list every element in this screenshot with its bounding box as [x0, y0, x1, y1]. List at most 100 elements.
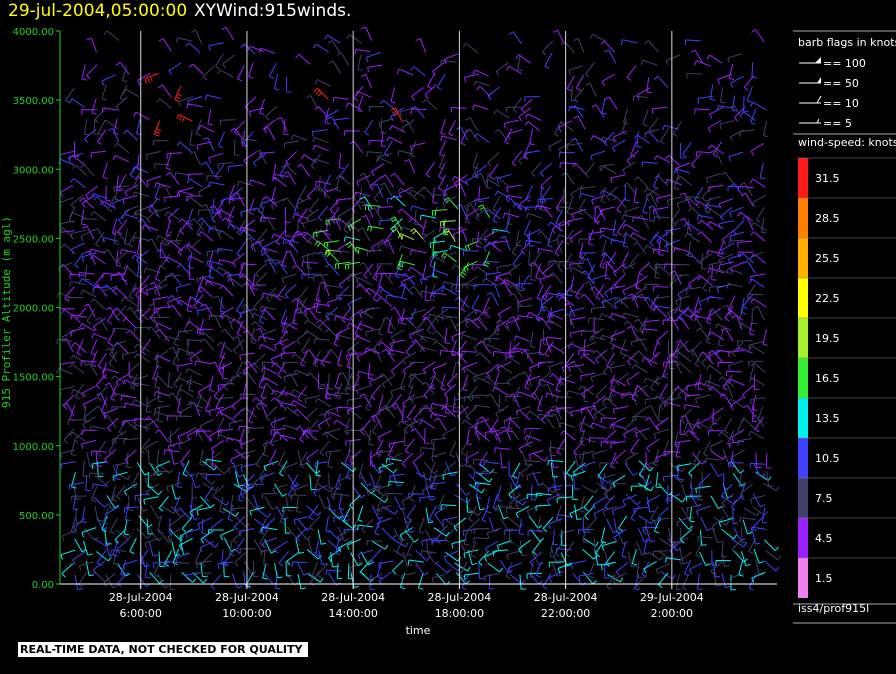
- wind-barb: [113, 185, 130, 192]
- wind-barb: [665, 54, 681, 66]
- wind-barb: [90, 193, 108, 199]
- wind-barb: [709, 106, 724, 119]
- wind-barb: [400, 308, 406, 325]
- wind-barb: [305, 94, 319, 109]
- wind-barb: [503, 119, 519, 129]
- wind-barb: [239, 226, 256, 232]
- wind-barb: [492, 549, 509, 557]
- wind-barb: [463, 549, 479, 559]
- wind-barb: [232, 192, 245, 207]
- wind-barb: [107, 329, 116, 346]
- wind-barb: [96, 515, 108, 530]
- wind-barb: [334, 392, 351, 398]
- wind-barb: [615, 372, 629, 387]
- y-tick-label: 2500.00: [13, 234, 54, 245]
- wind-barb: [243, 560, 257, 575]
- wind-barb: [556, 396, 572, 403]
- wind-barb: [601, 73, 616, 87]
- wind-barb: [166, 152, 182, 159]
- wind-barb: [319, 440, 330, 457]
- wind-barb: [526, 228, 542, 240]
- wind-barb: [656, 231, 670, 246]
- wind-barb: [205, 94, 222, 101]
- wind-barb: [592, 496, 607, 510]
- wind-barb: [281, 321, 298, 330]
- wind-barb: [123, 228, 130, 246]
- wind-barb: [360, 419, 371, 436]
- wind-barb: [227, 164, 244, 172]
- wind-barb: [133, 172, 140, 190]
- wind-barb: [137, 261, 143, 278]
- wind-barb: [236, 180, 254, 187]
- wind-barb: [731, 429, 745, 442]
- wind-barb: [81, 429, 98, 436]
- wind-barb: [721, 229, 735, 244]
- wind-barb: [646, 438, 659, 453]
- wind-barb: [729, 572, 744, 584]
- wind-barb: [345, 102, 362, 111]
- wind-barb: [591, 104, 605, 118]
- wind-barb: [474, 197, 490, 206]
- wind-barb: [673, 247, 690, 253]
- wind-barb: [390, 385, 406, 397]
- wind-barb: [455, 126, 469, 141]
- wind-barb: [278, 451, 286, 468]
- wind-barb: [673, 168, 691, 174]
- wind-barb: [486, 393, 499, 407]
- wind-barb: [426, 317, 436, 334]
- wind-barb: [694, 60, 711, 67]
- wind-barb: [697, 536, 714, 542]
- wind-barb: [508, 31, 523, 45]
- wind-barb: [214, 164, 225, 180]
- wind-barb: [612, 572, 627, 585]
- wind-barb: [187, 351, 203, 364]
- wind-barb: [636, 562, 643, 579]
- wind-barb: [234, 471, 244, 487]
- wind-barb: [409, 361, 425, 368]
- wind-barb: [70, 516, 77, 534]
- wind-barb: [677, 384, 691, 399]
- wind-barb: [386, 136, 403, 144]
- wind-barb: [504, 128, 513, 145]
- wind-barb: [270, 397, 286, 409]
- wind-barb: [583, 495, 594, 512]
- wind-barb: [301, 261, 318, 267]
- wind-barb: [635, 427, 650, 438]
- wind-barb: [484, 344, 502, 352]
- wind-barb: [122, 317, 138, 329]
- wind-barb: [716, 349, 732, 356]
- wind-barb: [565, 541, 575, 558]
- wind-barb: [370, 548, 382, 564]
- wind-barb: [608, 385, 616, 402]
- wind-barb: [649, 231, 660, 247]
- wind-barb: [113, 142, 130, 154]
- wind-barb: [357, 309, 374, 319]
- wind-barb: [219, 528, 235, 541]
- wind-barb: [569, 506, 584, 519]
- wind-barb: [384, 395, 394, 412]
- wind-barb: [390, 339, 406, 349]
- wind-barb: [517, 305, 533, 312]
- wind-barb: [172, 349, 181, 366]
- wind-barb: [733, 550, 748, 563]
- wind-barb: [154, 182, 171, 188]
- wind-barb: [708, 350, 723, 363]
- wind-barb: [653, 174, 669, 187]
- wind-barb: [634, 176, 649, 189]
- wind-barb: [189, 218, 204, 231]
- wind-barb: [655, 265, 671, 276]
- wind-barb: [557, 562, 573, 574]
- wind-barb: [195, 572, 212, 578]
- wind-barb: [388, 481, 405, 487]
- wind-barb: [600, 165, 617, 175]
- wind-barb: [206, 260, 223, 266]
- wind-barb: [643, 537, 649, 555]
- wind-barb: [302, 430, 319, 436]
- wind-barb: [717, 330, 724, 347]
- wind-barb: [535, 492, 552, 499]
- wind-barb: [105, 347, 117, 363]
- wind-barb: [237, 307, 246, 324]
- wind-barb: [713, 516, 730, 526]
- wind-barb: [694, 108, 711, 114]
- wind-barb: [328, 60, 342, 74]
